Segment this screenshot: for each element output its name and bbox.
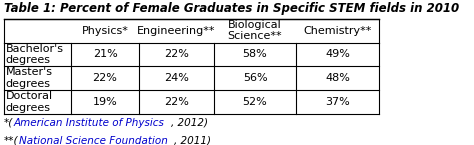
Text: American Institute of Physics: American Institute of Physics <box>13 118 164 128</box>
Text: Chemistry**: Chemistry** <box>303 26 372 36</box>
Text: National Science Foundation: National Science Foundation <box>19 136 168 145</box>
Text: , 2012): , 2012) <box>171 118 208 128</box>
Text: 21%: 21% <box>93 49 118 59</box>
Text: Physics*: Physics* <box>82 26 128 36</box>
Text: Bachelor's
degrees: Bachelor's degrees <box>6 44 64 65</box>
Text: 58%: 58% <box>243 49 267 59</box>
Text: Biological
Science**: Biological Science** <box>228 20 283 41</box>
Text: 52%: 52% <box>243 97 267 107</box>
Text: 22%: 22% <box>92 73 118 83</box>
Text: 22%: 22% <box>164 97 189 107</box>
Text: Engineering**: Engineering** <box>137 26 216 36</box>
Text: 48%: 48% <box>325 73 350 83</box>
Text: 19%: 19% <box>93 97 118 107</box>
Text: *(: *( <box>4 118 13 128</box>
Text: , 2011): , 2011) <box>174 136 211 145</box>
Text: 24%: 24% <box>164 73 189 83</box>
Text: Master's
degrees: Master's degrees <box>6 67 53 89</box>
Text: Doctoral
degrees: Doctoral degrees <box>6 91 53 113</box>
Text: 22%: 22% <box>164 49 189 59</box>
Text: 49%: 49% <box>325 49 350 59</box>
Text: 37%: 37% <box>325 97 350 107</box>
Text: **(: **( <box>4 136 18 145</box>
Text: 56%: 56% <box>243 73 267 83</box>
Text: Table 1: Percent of Female Graduates in Specific STEM fields in 2010: Table 1: Percent of Female Graduates in … <box>4 2 459 15</box>
